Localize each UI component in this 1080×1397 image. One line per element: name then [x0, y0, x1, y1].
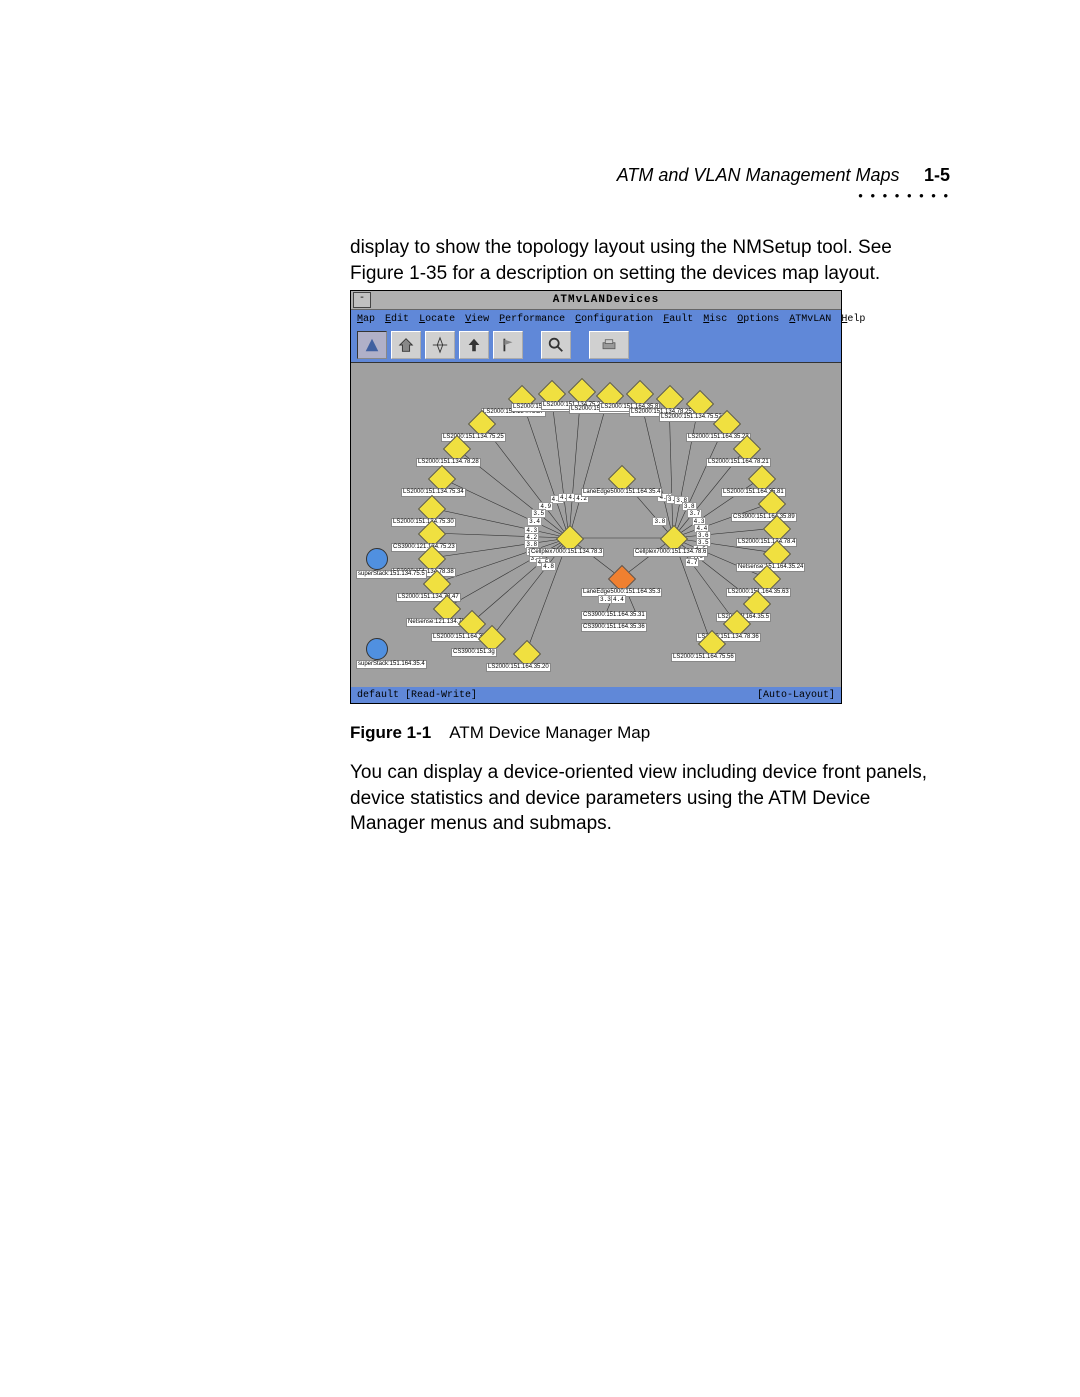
leaf-node[interactable]: [752, 469, 772, 489]
atm-device-manager-window: - ATMvLANDevices Map Edit Locate View Pe…: [350, 290, 842, 704]
system-menu-icon[interactable]: -: [353, 292, 371, 308]
leaf-node[interactable]: [762, 494, 782, 514]
figure-title: ATM Device Manager Map: [449, 723, 650, 742]
leaf-node[interactable]: [702, 634, 722, 654]
tool-home-icon[interactable]: [391, 331, 421, 359]
device-label: CS3900:151.164.35.31: [581, 611, 647, 620]
status-right: [Auto-Layout]: [757, 690, 835, 701]
tool-flag-icon[interactable]: [493, 331, 523, 359]
hub-node[interactable]: [612, 569, 632, 589]
leaf-node[interactable]: [737, 439, 757, 459]
device-label: Cellplex7000:151.134.78.3: [529, 548, 604, 557]
leaf-node[interactable]: [757, 569, 777, 589]
edge-label: 4.7: [685, 558, 700, 567]
device-label: Cellplex7000:151.134.78.6: [633, 548, 708, 557]
edge-label: 4.8: [541, 562, 556, 571]
device-label: CS3900:151.164.35.36: [581, 623, 647, 632]
host-label: superStack:151.134.75.5: [356, 570, 427, 579]
tool-print-icon[interactable]: [589, 331, 629, 359]
leaf-node[interactable]: [612, 469, 632, 489]
tool-compass-icon[interactable]: [425, 331, 455, 359]
leaf-node[interactable]: [422, 524, 442, 544]
document-page: ATM and VLAN Management Maps 1-5 • • • •…: [0, 0, 1080, 1397]
menu-misc[interactable]: Misc: [703, 314, 727, 325]
paragraph-1: display to show the topology layout usin…: [350, 235, 950, 286]
leaf-node[interactable]: [727, 614, 747, 634]
hub-node[interactable]: [664, 529, 684, 549]
device-label: CS3900:151.3g: [451, 648, 497, 657]
leaf-node[interactable]: [660, 389, 680, 409]
edge-label: 4.4: [611, 595, 626, 604]
host-label: superStack:151.164.35.4: [356, 660, 427, 669]
section-title: ATM and VLAN Management Maps: [617, 165, 900, 185]
leaf-node[interactable]: [717, 414, 737, 434]
figure-caption: Figure 1-1 ATM Device Manager Map: [350, 723, 650, 743]
menu-atmvlan[interactable]: ATMvLAN: [789, 314, 831, 325]
host-node[interactable]: [366, 638, 388, 660]
device-label: LS2000:151.164.75.56: [671, 653, 736, 662]
leaf-node[interactable]: [767, 519, 787, 539]
toolbar: [351, 328, 841, 363]
leaf-node[interactable]: [462, 614, 482, 634]
device-label: LS2000:151.164.35.20: [486, 663, 551, 672]
leaf-node[interactable]: [690, 394, 710, 414]
menu-view[interactable]: View: [465, 314, 489, 325]
edge-label: 3.8: [652, 517, 667, 526]
menu-map[interactable]: Map: [357, 314, 375, 325]
menu-locate[interactable]: Locate: [419, 314, 455, 325]
menu-performance[interactable]: Performance: [499, 314, 565, 325]
tool-zoom-icon[interactable]: [541, 331, 571, 359]
leaf-node[interactable]: [437, 599, 457, 619]
menu-configuration[interactable]: Configuration: [575, 314, 653, 325]
status-left: default [Read-Write]: [357, 690, 477, 701]
paragraph-2: You can display a device-oriented view i…: [350, 760, 950, 837]
menu-fault[interactable]: Fault: [663, 314, 693, 325]
figure-number: Figure 1-1: [350, 723, 431, 742]
header-dots: • • • • • • • •: [617, 188, 950, 203]
leaf-node[interactable]: [767, 544, 787, 564]
page-header: ATM and VLAN Management Maps 1-5 • • • •…: [617, 165, 950, 203]
leaf-node[interactable]: [472, 414, 492, 434]
leaf-node[interactable]: [482, 629, 502, 649]
page-number: 1-5: [924, 165, 950, 185]
window-title: ATMvLANDevices: [371, 294, 841, 306]
device-label: LS2000:151.134.75.52: [659, 413, 724, 422]
statusbar: default [Read-Write] [Auto-Layout]: [351, 687, 841, 703]
leaf-node[interactable]: [422, 499, 442, 519]
menu-help[interactable]: Help: [841, 314, 865, 325]
leaf-node[interactable]: [572, 382, 592, 402]
device-label: LaneEdge5000:151.164.35.4: [581, 488, 662, 497]
menu-edit[interactable]: Edit: [385, 314, 409, 325]
leaf-node[interactable]: [747, 594, 767, 614]
leaf-node[interactable]: [422, 549, 442, 569]
tool-triangle-icon[interactable]: [357, 331, 387, 359]
device-label: LS2000:151.134.78.28: [416, 458, 481, 467]
leaf-node[interactable]: [447, 439, 467, 459]
menu-options[interactable]: Options: [737, 314, 779, 325]
leaf-node[interactable]: [630, 384, 650, 404]
leaf-node[interactable]: [427, 574, 447, 594]
window-titlebar: - ATMvLANDevices: [351, 291, 841, 310]
leaf-node[interactable]: [432, 469, 452, 489]
leaf-node[interactable]: [517, 644, 537, 664]
topology-canvas[interactable]: LS2000:151.134.75.274.8LS2000:151.164.35…: [351, 363, 841, 687]
hub-node[interactable]: [560, 529, 580, 549]
menubar: Map Edit Locate View Performance Configu…: [351, 310, 841, 328]
host-node[interactable]: [366, 548, 388, 570]
tool-up-arrow-icon[interactable]: [459, 331, 489, 359]
